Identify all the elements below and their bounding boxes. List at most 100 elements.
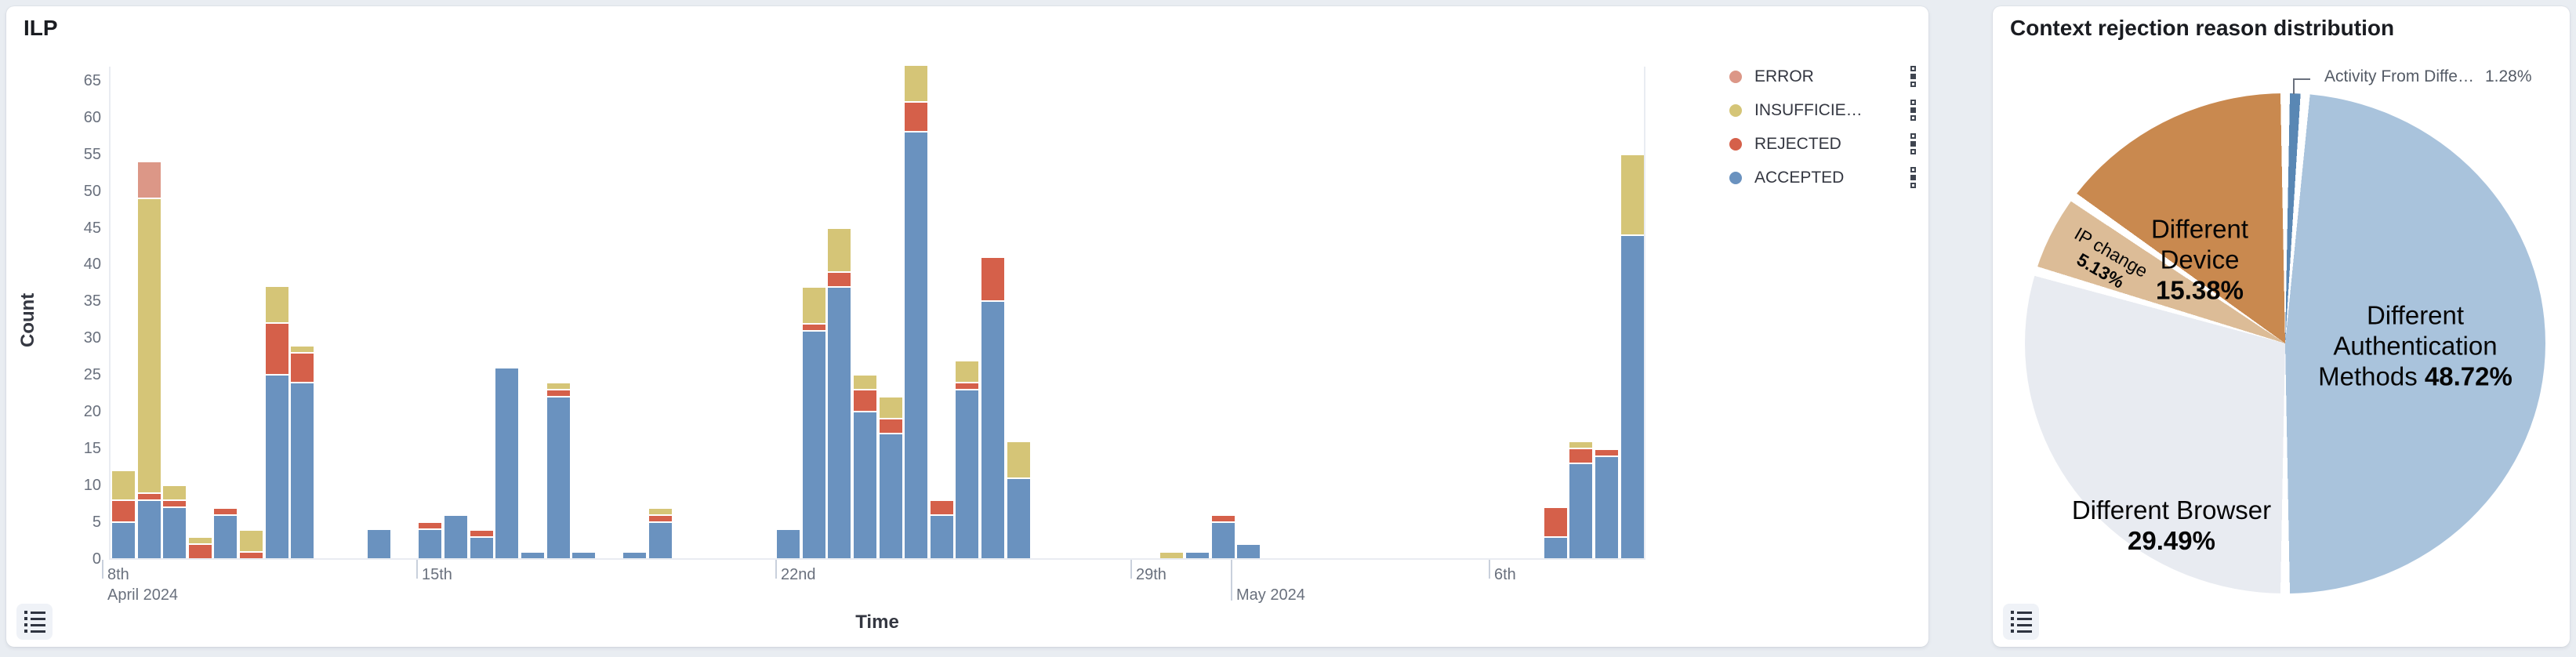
bar-segment-accepted — [444, 516, 468, 558]
bar-segment-rejected — [1569, 449, 1593, 463]
x-tick-label: 6th — [1494, 566, 1516, 583]
bar-slot-4[interactable] — [214, 509, 238, 558]
bar-segment-rejected — [1595, 450, 1618, 456]
boxes-vertical-icon[interactable] — [1907, 130, 1919, 158]
bar-segment-insufficient — [188, 538, 212, 543]
bar-segment-accepted — [956, 390, 979, 558]
panel-ilp: ILP Count 0 5 10 15 20 25 30 35 40 45 50 55 60 65 8th A… — [6, 6, 1928, 647]
bar-segment-rejected — [265, 324, 288, 374]
y-tick-label: 25 — [83, 366, 101, 384]
bar-segment-accepted — [1620, 236, 1644, 558]
y-tick-label: 30 — [83, 329, 101, 347]
list-icon — [24, 611, 45, 633]
bar-slot-44[interactable] — [1237, 545, 1261, 558]
bar-slot-6[interactable] — [265, 287, 288, 558]
bar-slot-0[interactable] — [112, 471, 135, 558]
bar-segment-accepted — [879, 434, 902, 558]
bar-slot-12[interactable] — [419, 523, 442, 558]
bar-slot-59[interactable] — [1620, 155, 1644, 558]
bar-segment-insufficient — [956, 361, 979, 382]
pie-chart[interactable] — [2025, 93, 2545, 593]
bar-slot-1[interactable] — [137, 162, 161, 558]
bar-slot-35[interactable] — [1007, 442, 1030, 558]
bar-slot-13[interactable] — [444, 516, 468, 558]
bar-slot-41[interactable] — [1160, 553, 1184, 558]
panel-pie-title: Context rejection reason distribution — [2010, 16, 2395, 40]
bar-segment-insufficient — [163, 486, 187, 499]
bar-slot-18[interactable] — [572, 553, 596, 558]
bar-segment-accepted — [981, 302, 1005, 558]
y-axis-title: Count — [17, 292, 38, 347]
panel-context-rejection: Context rejection reason distribution Di… — [1993, 6, 2570, 647]
bar-segment-rejected — [163, 501, 187, 506]
panel-legend-toggle-button[interactable] — [2003, 604, 2039, 640]
boxes-vertical-icon[interactable] — [1907, 63, 1919, 90]
bar-slot-27[interactable] — [802, 288, 825, 558]
panel-legend-toggle-button[interactable] — [16, 604, 53, 640]
bar-slot-28[interactable] — [828, 229, 851, 558]
bar-slot-29[interactable] — [853, 376, 876, 558]
bar-segment-rejected — [240, 553, 263, 558]
y-tick-label: 65 — [83, 71, 101, 89]
bar-segment-accepted — [905, 132, 928, 558]
bar-slot-3[interactable] — [188, 538, 212, 558]
pie-label-different-device: Different Device 15.38% — [2150, 214, 2249, 305]
bar-slot-30[interactable] — [879, 397, 902, 558]
bar-slot-14[interactable] — [470, 531, 493, 558]
bar-segment-insufficient — [1620, 155, 1644, 234]
boxes-vertical-icon[interactable] — [1907, 96, 1919, 124]
bar-slot-21[interactable] — [649, 509, 673, 558]
bar-segment-insufficient — [112, 471, 135, 499]
bar-slot-17[interactable] — [546, 383, 570, 558]
bar-segment-accepted — [291, 383, 314, 558]
legend-item-accepted[interactable]: ACCEPTED — [1729, 161, 1919, 194]
bar-slot-33[interactable] — [956, 361, 979, 558]
bar-segment-rejected — [802, 325, 825, 330]
bar-segment-insufficient — [828, 229, 851, 271]
boxes-vertical-icon[interactable] — [1907, 164, 1919, 191]
bar-segment-accepted — [572, 553, 596, 558]
bar-segment-rejected — [112, 501, 135, 521]
bar-slot-57[interactable] — [1569, 442, 1593, 558]
bar-slot-15[interactable] — [495, 368, 519, 558]
bar-slot-2[interactable] — [163, 486, 187, 558]
bar-segment-insufficient — [240, 531, 263, 551]
x-tick-label: 29th — [1136, 566, 1166, 583]
bar-slot-26[interactable] — [777, 530, 800, 558]
bar-slot-34[interactable] — [981, 258, 1005, 558]
bar-segment-insufficient — [853, 376, 876, 389]
bar-slot-20[interactable] — [623, 553, 647, 558]
bar-segment-accepted — [1007, 479, 1030, 558]
x-axis-title: Time — [855, 612, 899, 633]
bar-segment-accepted — [930, 516, 953, 558]
bar-segment-accepted — [495, 368, 519, 558]
bar-segment-accepted — [623, 553, 647, 558]
legend-item-rejected[interactable]: REJECTED — [1729, 127, 1919, 161]
bar-slot-5[interactable] — [240, 531, 263, 558]
legend-item-insufficie[interactable]: INSUFFICIE… — [1729, 93, 1919, 127]
bar-slot-58[interactable] — [1595, 450, 1618, 558]
bar-segment-rejected — [214, 509, 238, 514]
y-tick-label: 0 — [92, 550, 101, 568]
x-tick-label: 15th — [422, 566, 452, 583]
bar-slot-7[interactable] — [291, 347, 314, 558]
bar-slot-32[interactable] — [930, 501, 953, 558]
panel-ilp-title: ILP — [24, 16, 58, 40]
bar-slot-31[interactable] — [905, 66, 928, 558]
bar-slot-56[interactable] — [1544, 508, 1567, 558]
bar-segment-accepted — [1186, 553, 1210, 558]
bar-segment-insufficient — [291, 347, 314, 352]
legend-item-error[interactable]: ERROR — [1729, 60, 1919, 93]
bar-segment-accepted — [521, 553, 544, 558]
callout-leader-line — [2293, 78, 2295, 94]
bar-slot-10[interactable] — [368, 530, 391, 558]
bar-segment-accepted — [137, 501, 161, 558]
bar-slot-42[interactable] — [1186, 553, 1210, 558]
bar-slot-43[interactable] — [1211, 516, 1235, 558]
bar-segment-accepted — [112, 523, 135, 558]
x-tick-sublabel: April 2024 — [107, 586, 179, 604]
bar-segment-accepted — [265, 376, 288, 558]
bar-slot-16[interactable] — [521, 553, 544, 558]
bar-segment-rejected — [546, 390, 570, 396]
y-tick-label: 50 — [83, 182, 101, 200]
